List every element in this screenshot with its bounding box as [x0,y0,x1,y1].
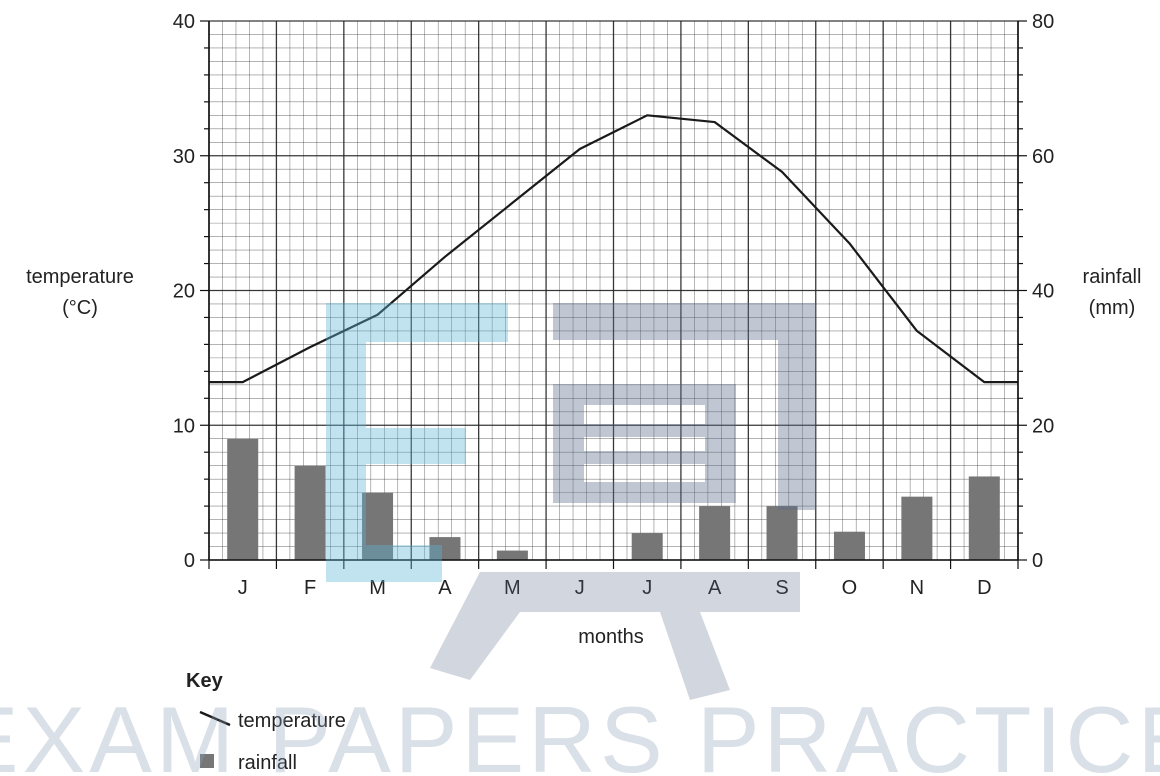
rainfall-bar [362,492,394,560]
legend-rainfall-swatch [200,754,214,768]
y-right-label-line2: (mm) [1089,297,1136,319]
y-left-label-line2: (°C) [62,297,98,319]
y-left-tick-label: 0 [184,550,195,572]
y-right-tick-label: 0 [1032,550,1043,572]
y-left-tick-label: 30 [173,146,195,168]
x-tick-label: N [910,577,924,599]
watermark-logo-seven [430,572,800,700]
legend-temperature-swatch [199,710,231,727]
y-left-tick-label: 40 [173,11,195,33]
x-tick-label: A [708,577,722,599]
rainfall-bar [968,476,1000,560]
rainfall-bars [227,438,1000,560]
x-tick-label: S [775,577,788,599]
legend: Key temperature rainfall [186,670,346,774]
axes: 0 10 20 30 40 0 20 40 60 80 J F M A M J J A S O N D [173,11,1055,599]
x-tick-label: M [369,577,386,599]
y-left-label-line1: temperature [26,266,134,288]
x-tick-label: M [504,577,521,599]
rainfall-bar [496,550,528,560]
watermark-logo-stripes [584,424,705,464]
y-right-tick-label: 80 [1032,11,1054,33]
y-right-tick-label: 40 [1032,281,1054,303]
legend-title: Key [186,670,224,692]
rainfall-bar [631,533,663,560]
x-tick-label: O [842,577,858,599]
x-tick-label: J [575,577,585,599]
y-right-tick-label: 60 [1032,146,1054,168]
rainfall-bar [901,496,933,560]
watermark: EXAM PAPERS PRACTICE [0,303,1160,776]
y-right-label-line1: rainfall [1083,266,1142,288]
y-left-tick-label: 10 [173,415,195,437]
x-tick-label: J [238,577,248,599]
rainfall-bar [294,465,326,560]
x-tick-label: J [642,577,652,599]
temperature-line-layer [209,114,1018,384]
rainfall-bar [833,531,865,560]
y-right-tick-label: 20 [1032,415,1054,437]
watermark-logo-e [326,303,508,582]
legend-rainfall-label: rainfall [238,752,297,774]
watermark-text: EXAM PAPERS PRACTICE [0,687,1160,776]
watermark-logo-box [553,384,736,503]
x-tick-label: A [438,577,452,599]
x-tick-label: F [304,577,316,599]
y-left-tick-label: 20 [173,281,195,303]
rainfall-bar [429,537,461,560]
rainfall-bar [227,438,259,560]
x-tick-label: D [977,577,991,599]
rainfall-bar [766,506,798,560]
watermark-logo-frame [553,303,816,510]
temperature-line [209,114,1018,384]
rainfall-bar [699,506,731,560]
x-axis-label: months [578,626,644,648]
legend-temperature-label: temperature [238,710,346,732]
